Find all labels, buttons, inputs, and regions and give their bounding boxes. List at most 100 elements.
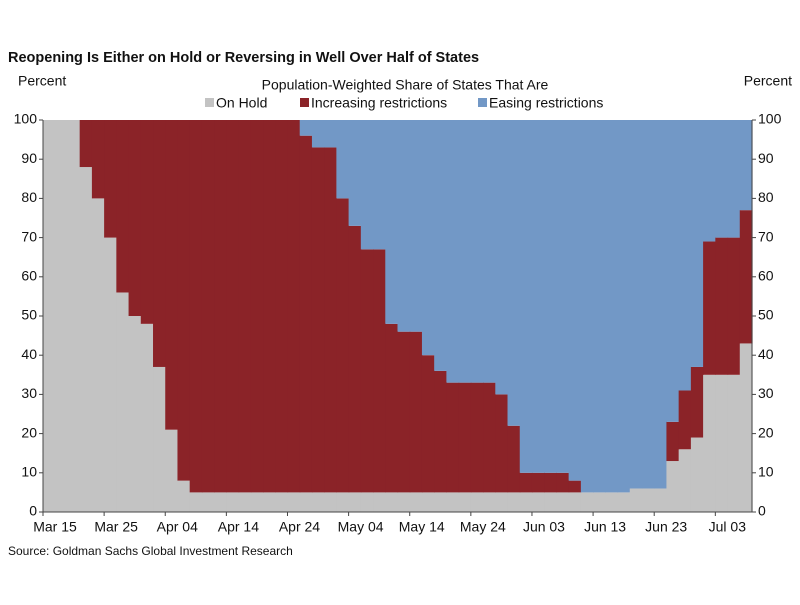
area-step [605, 120, 619, 493]
area-step [593, 120, 606, 493]
area-step [568, 480, 582, 493]
area-step [519, 120, 533, 473]
area-step [470, 492, 484, 512]
area-step [434, 120, 447, 371]
area-step [703, 241, 716, 375]
y2-tick-label: 30 [758, 385, 774, 401]
area-step [531, 492, 545, 512]
legend-label: Easing restrictions [489, 95, 603, 111]
x-tick-label: Mar 25 [94, 519, 138, 535]
area-step [275, 492, 289, 512]
area-step [153, 366, 166, 512]
x-tick-label: Jul 03 [709, 519, 747, 535]
y-tick-label: 40 [21, 346, 37, 362]
area-step [483, 492, 496, 512]
area-step [153, 120, 166, 367]
area-step [434, 370, 447, 493]
area-step [128, 316, 142, 512]
area-step [238, 492, 252, 512]
area-step [507, 492, 521, 512]
area-step [79, 167, 93, 513]
area-step [593, 492, 606, 512]
x-tick-label: May 14 [399, 519, 445, 535]
area-step [348, 225, 362, 493]
area-step [165, 120, 179, 430]
area-step [703, 374, 716, 512]
area-step [629, 488, 643, 512]
area-step [214, 492, 227, 512]
area-step [287, 492, 301, 512]
area-step [715, 120, 729, 238]
area-step [116, 120, 130, 293]
y2-tick-label: 50 [758, 307, 774, 323]
area-step [275, 120, 289, 493]
area-step [544, 472, 558, 493]
chart-subtitle: Population-Weighted Share of States That… [262, 77, 549, 93]
area-step [397, 331, 411, 493]
legend-swatch [205, 98, 214, 107]
area-step [715, 237, 729, 375]
area-step [250, 492, 264, 512]
area-step [495, 120, 509, 395]
y-tick-label: 30 [21, 385, 37, 401]
y2-tick-label: 100 [758, 111, 782, 127]
y2-tick-label: 80 [758, 189, 774, 205]
y-tick-label: 10 [21, 464, 37, 480]
y2-axis-label: Percent [744, 73, 792, 89]
area-step [238, 120, 252, 493]
area-step [201, 492, 215, 512]
area-step [678, 120, 692, 391]
area-step [446, 382, 460, 493]
y-tick-label: 80 [21, 189, 37, 205]
area-step [67, 120, 81, 512]
area-step [568, 120, 582, 481]
legend-swatch [478, 98, 487, 107]
area-step [336, 492, 350, 512]
area-step [470, 382, 484, 493]
area-step [165, 429, 179, 512]
area-step [299, 135, 313, 493]
x-tick-label: Jun 13 [584, 519, 626, 535]
x-tick-label: Jun 23 [645, 519, 687, 535]
x-tick-label: Mar 15 [33, 519, 77, 535]
area-step [177, 480, 191, 512]
area-step [507, 120, 521, 426]
area-step [421, 355, 435, 493]
y-tick-label: 20 [21, 424, 37, 440]
area-step [91, 120, 105, 199]
y2-tick-label: 0 [758, 503, 766, 519]
x-tick-label: May 24 [460, 519, 506, 535]
area-step [519, 472, 533, 493]
area-step [568, 492, 582, 512]
x-tick-label: Apr 14 [218, 519, 259, 535]
area-step [654, 120, 668, 489]
area-step [214, 120, 227, 493]
area-step [531, 472, 545, 493]
area-step [226, 492, 240, 512]
area-step [690, 366, 704, 438]
area-step [458, 382, 472, 493]
area-step [311, 120, 325, 148]
area-step [55, 120, 69, 512]
y-tick-label: 100 [14, 111, 38, 127]
area-step [690, 437, 704, 512]
area-step [385, 323, 399, 493]
y-tick-label: 0 [29, 503, 37, 519]
area-step [507, 425, 521, 493]
area-step [446, 492, 460, 512]
area-step [397, 120, 411, 332]
area-step [531, 120, 545, 473]
area-step [421, 120, 435, 356]
y-axis-label: Percent [18, 73, 66, 89]
area-step [287, 120, 301, 493]
area-step [580, 120, 594, 493]
area-step [458, 492, 472, 512]
area-step [348, 120, 362, 226]
area-step [654, 488, 668, 512]
area-step [544, 120, 558, 473]
area-step [311, 492, 325, 512]
area-step [629, 120, 643, 489]
y2-tick-label: 90 [758, 150, 774, 166]
area-step [641, 120, 655, 489]
